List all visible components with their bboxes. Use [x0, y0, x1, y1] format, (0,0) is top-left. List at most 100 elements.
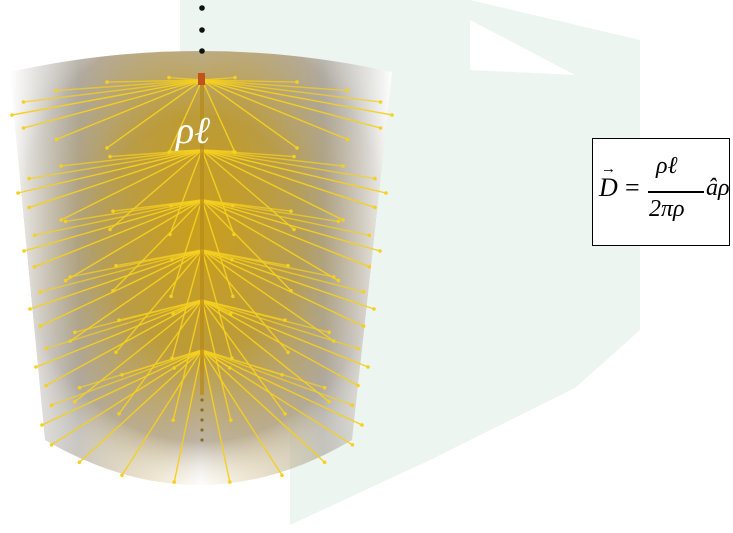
line-charge-dot-1 — [199, 5, 205, 11]
field-line-arrowhead — [111, 209, 115, 213]
field-line — [201, 79, 298, 83]
field-line — [51, 349, 203, 406]
field-line-arrowhead — [68, 275, 72, 279]
field-line-arrowhead — [73, 399, 77, 404]
field-line — [201, 249, 335, 342]
field-line — [60, 149, 203, 221]
field-line — [201, 349, 353, 406]
field-line-arrowhead — [292, 154, 296, 159]
line-charge-tail-dot-1 — [200, 398, 204, 402]
field-line — [170, 199, 203, 207]
field-line — [201, 249, 289, 353]
field-line — [201, 299, 359, 350]
field-line-arrowhead — [367, 233, 372, 238]
field-line-arrowhead — [120, 473, 124, 478]
field-line-arrowhead — [372, 307, 376, 311]
field-line-arrowhead — [345, 137, 350, 142]
field-line-arrowhead — [171, 312, 175, 316]
field-line-arrowhead — [169, 203, 173, 208]
field-line-arrowhead — [21, 126, 26, 130]
field-line — [201, 349, 231, 369]
field-line — [201, 79, 348, 92]
field-line — [201, 199, 370, 268]
field-line — [171, 249, 203, 261]
field-line — [201, 199, 370, 236]
field-line-arrowhead — [105, 80, 109, 84]
formula-denominator: 2πρ — [649, 196, 685, 222]
field-line-arrowhead — [16, 191, 20, 195]
field-line-arrowhead — [361, 290, 366, 294]
field-line — [201, 79, 298, 149]
field-line-arrowhead — [63, 278, 68, 283]
field-line — [115, 249, 203, 353]
field-line-arrowhead — [289, 209, 293, 213]
field-line — [28, 149, 203, 209]
field-line-arrowhead — [228, 366, 232, 370]
vector-arrow-glyph: → — [601, 161, 616, 177]
fraction-bar — [648, 191, 704, 193]
field-line-arrowhead — [341, 164, 345, 168]
line-charge-tail-dot-4 — [200, 428, 204, 432]
field-line — [201, 249, 364, 327]
field-line — [201, 299, 232, 315]
field-line-arrowhead — [373, 205, 377, 210]
field-line-arrowhead — [21, 100, 26, 104]
field-line — [201, 79, 393, 116]
field-line-arrowhead — [366, 365, 370, 369]
field-line — [201, 199, 339, 282]
field-line-arrowhead — [170, 258, 174, 262]
field-line-arrowhead — [172, 480, 176, 484]
field-line — [201, 149, 235, 235]
field-line — [169, 149, 203, 235]
field-line-arrowhead — [336, 219, 341, 224]
charge-density-label: ρℓ — [175, 110, 210, 152]
field-line — [121, 349, 203, 476]
field-line — [115, 249, 203, 267]
field-line-arrowhead — [373, 176, 377, 181]
wall-panel-far — [470, 0, 640, 388]
field-line-arrowhead — [327, 330, 332, 335]
field-line-arrowhead — [228, 480, 232, 484]
field-line-arrowhead — [350, 443, 355, 447]
field-line-arrowhead — [322, 460, 327, 465]
formula-numerator: ρℓ — [656, 153, 678, 179]
field-line-arrowhead — [356, 346, 360, 351]
field-line-arrowhead — [292, 227, 296, 232]
field-line-arrowhead — [73, 330, 77, 335]
field-line — [40, 249, 203, 293]
field-line — [201, 349, 283, 476]
field-line — [168, 76, 203, 81]
field-line-arrowhead — [229, 312, 233, 316]
field-lines — [10, 75, 394, 484]
line-charge-tail-dot-2 — [200, 408, 204, 412]
field-line-arrowhead — [108, 154, 112, 159]
field-line — [201, 299, 330, 403]
field-line — [173, 349, 203, 483]
field-line-arrowhead — [59, 218, 63, 222]
field-line — [118, 299, 203, 321]
field-line — [201, 249, 364, 293]
field-line — [201, 349, 363, 426]
field-line-arrowhead — [32, 264, 37, 269]
field-line-arrowhead — [332, 275, 336, 279]
field-line — [201, 149, 344, 167]
field-line — [201, 349, 326, 463]
field-line — [11, 79, 203, 116]
line-charge-tail-dot-5 — [200, 438, 204, 442]
field-line-arrowhead — [367, 264, 372, 269]
field-line-arrowhead — [27, 205, 31, 210]
field-line-arrowhead — [172, 366, 176, 370]
field-line — [112, 199, 203, 212]
field-line-arrowhead — [117, 412, 121, 416]
field-line — [201, 149, 387, 194]
field-line — [35, 299, 203, 368]
field-line — [17, 149, 203, 194]
field-line — [45, 299, 203, 350]
field-line-arrowhead — [54, 137, 59, 142]
field-line-arrowhead — [54, 88, 59, 93]
field-line — [201, 79, 381, 129]
field-line — [168, 79, 203, 153]
field-line-arrowhead — [327, 399, 332, 404]
line-charge-tail-dot-3 — [200, 418, 204, 422]
field-line — [201, 349, 231, 483]
